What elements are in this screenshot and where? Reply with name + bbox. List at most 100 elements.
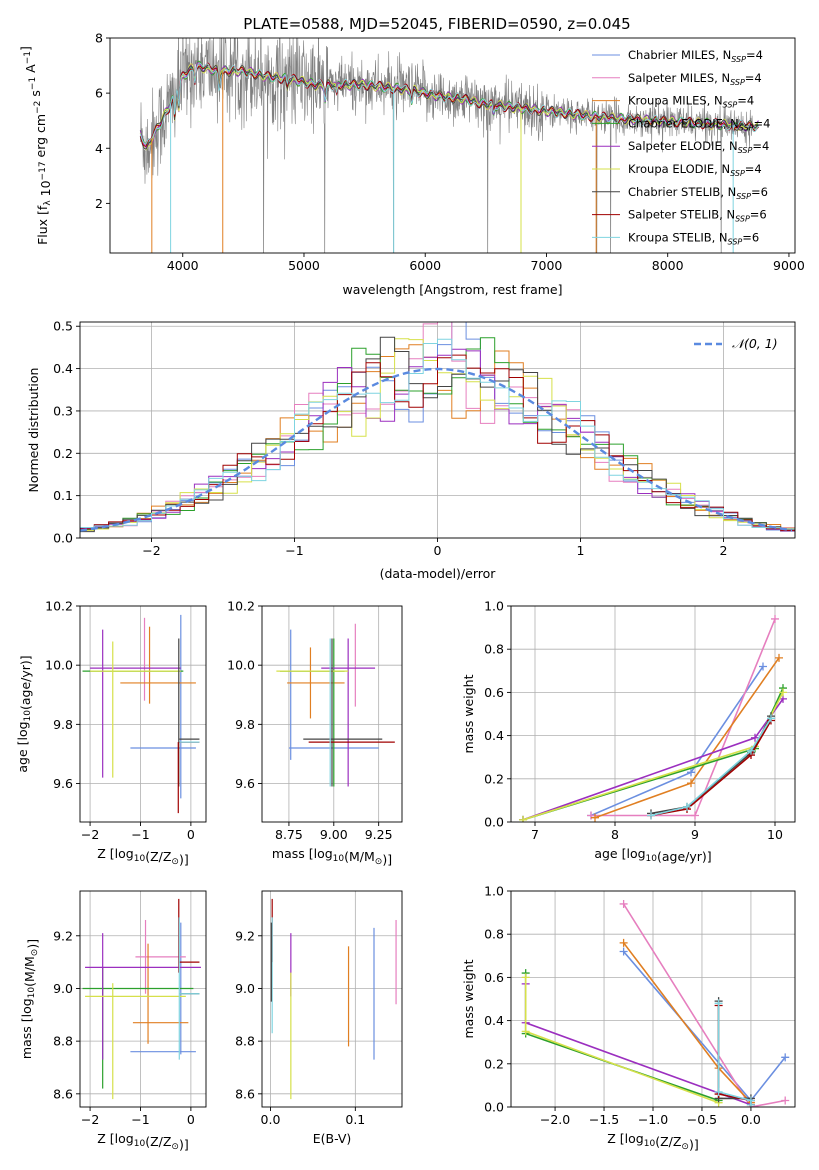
- y-tick-label: 0.3: [53, 403, 73, 418]
- residuals-panel: −2 −1 0 1 2 0.0 0.1 0.2 0.3 0.4 0.5 (data-model)/er…: [26, 319, 796, 581]
- y-tick-label: 0.4: [53, 361, 73, 376]
- x-tick-label: 9: [691, 827, 699, 842]
- weight-marker: [619, 899, 628, 908]
- legend-label: Kroupa STELIB, NSSP=6: [628, 230, 759, 246]
- y-tick-label: 0.1: [53, 488, 73, 503]
- x-tick-label: 0.0: [741, 1112, 761, 1127]
- x-tick-label: 7: [531, 827, 539, 842]
- y-tick-label: 10.0: [227, 658, 255, 673]
- axes-frame: 0.0 0.1 8.6 8.8 9.0 9.2 E(B-V): [235, 890, 403, 1146]
- spectrum-panel: 4000 5000 6000 7000 8000 9000 2 4 6 8 wavelength […: [18, 31, 805, 298]
- weight-marker: [591, 813, 599, 822]
- legend-label: Salpeter ELODIE, NSSP=4: [628, 139, 769, 155]
- weight-marker: [779, 688, 787, 697]
- legend-label: Salpeter STELIB, NSSP=6: [628, 208, 767, 224]
- x-tick-label: 9.00: [320, 827, 348, 842]
- weight-marker: [751, 733, 759, 742]
- x-tick-label: 5000: [288, 258, 320, 273]
- y-tick-label: 0.5: [53, 319, 73, 334]
- weight-line: [650, 717, 772, 817]
- y-tick-label: 9.0: [235, 981, 255, 996]
- y-tick-label: 0.6: [484, 685, 504, 700]
- weight-marker: [781, 1053, 790, 1062]
- x-tick-label: 2: [720, 543, 728, 558]
- y-axis-label: Flux [fλ 10−17 erg cm−2 s−1 A−1]: [18, 46, 53, 245]
- axes-border: [261, 605, 403, 823]
- x-tick-label: 0: [187, 1112, 195, 1127]
- y-tick-label: 9.8: [53, 717, 73, 732]
- plot-area: [82, 898, 201, 1100]
- y-tick-label: 9.2: [53, 928, 73, 943]
- axes-border: [109, 37, 796, 254]
- weight-marker: [519, 815, 527, 822]
- weight-marker: [775, 653, 783, 662]
- weight-line: [717, 1001, 752, 1105]
- y-tick-label: 8.8: [53, 1034, 73, 1049]
- y-axis-label: age [log10(age/yr)]: [15, 655, 33, 772]
- plot-area: [139, 38, 759, 253]
- weight-marker: [521, 973, 530, 982]
- x-tick-label: −2: [81, 1112, 99, 1127]
- weight-line: [650, 715, 772, 815]
- weight-marker: [746, 1100, 755, 1107]
- x-axis-label: wavelength [Angstrom, rest frame]: [342, 282, 562, 297]
- plot-area: [82, 614, 200, 814]
- axes-frame: −2.0 −1.5 −1.0 −0.5 0.0 0.0 0.2 0.4 0.6 0.8 1.0 Z […: [461, 884, 796, 1152]
- y-tick-label: 9.6: [235, 776, 255, 791]
- y-tick-label: 8.6: [53, 1086, 73, 1101]
- y-tick-label: 0.0: [484, 815, 504, 830]
- x-axis-label: Z [log10(Z/Z⊙)]: [97, 1131, 188, 1152]
- weight-line: [524, 977, 719, 1104]
- axes-frame: 4000 5000 6000 7000 8000 9000 2 4 6 8 wavelength […: [18, 31, 805, 298]
- histogram-step: [80, 354, 795, 531]
- x-tick-label: 10: [767, 827, 783, 842]
- weight-line: [650, 720, 772, 817]
- weight-marker: [521, 1027, 530, 1036]
- weight-marker: [771, 614, 779, 623]
- y-tick-label: 2: [95, 196, 103, 211]
- y-axis-label: mass weight: [461, 959, 476, 1038]
- y-tick-label: 1.0: [484, 599, 504, 614]
- axes-frame: −2 −1 0 9.6 9.8 10.0 10.2 Z [log10(Z/Z⊙)] age [l…: [15, 599, 207, 867]
- y-axis-label: mass weight: [461, 674, 476, 753]
- y-tick-label: 0.2: [53, 446, 73, 461]
- y-tick-label: 1.0: [484, 884, 504, 899]
- axes-border: [79, 890, 207, 1108]
- y-tick-label: 6: [95, 86, 103, 101]
- axes-frame: 8.75 9.00 9.25 9.6 9.8 10.0 10.2 mass [log10(M/…: [227, 599, 403, 867]
- figure-title: PLATE=0588, MJD=52045, FIBERID=0590, z=0…: [243, 15, 630, 33]
- axes-frame: −2 −1 0 8.6 8.8 9.0 9.2 Z [log10(Z/Z⊙)] mass [lo…: [19, 890, 207, 1152]
- axes-border: [79, 605, 207, 823]
- weight-line: [622, 903, 786, 1107]
- plot-area: [276, 623, 395, 787]
- x-axis-label: mass [log10(M/M⊙)]: [272, 846, 392, 867]
- x-tick-label: −1: [285, 543, 303, 558]
- weight-marker: [619, 947, 628, 956]
- weight-marker: [759, 662, 767, 671]
- y-tick-label: 0.6: [484, 970, 504, 985]
- weight-marker: [781, 1096, 790, 1105]
- weight-marker: [691, 811, 699, 820]
- x-tick-label: −1.5: [589, 1112, 619, 1127]
- y-axis-label: mass [log10(M/M⊙)]: [19, 939, 40, 1059]
- plot-area: [521, 899, 790, 1107]
- y-tick-label: 0.4: [484, 728, 504, 743]
- x-tick-label: 0.1: [345, 1112, 365, 1127]
- x-tick-label: 0.0: [261, 1112, 281, 1127]
- weight-marker: [714, 1087, 723, 1096]
- plot-area: [80, 322, 795, 533]
- legend-label: Chabrier STELIB, NSSP=6: [628, 185, 768, 201]
- y-tick-label: 10.2: [45, 599, 73, 614]
- weight-marker: [767, 714, 775, 723]
- y-tick-label: 9.2: [235, 928, 255, 943]
- model-spectrum-line: [139, 64, 759, 150]
- y-tick-label: 0.0: [484, 1100, 504, 1115]
- mass-vs-ebv-panel: 0.0 0.1 8.6 8.8 9.0 9.2 E(B-V): [235, 890, 403, 1146]
- y-tick-label: 0.4: [484, 1013, 504, 1028]
- axes-border: [510, 605, 796, 823]
- age-vs-z-panel: −2 −1 0 9.6 9.8 10.0 10.2 Z [log10(Z/Z⊙)] age [l…: [15, 599, 207, 867]
- y-axis-label: Normed distribution: [26, 368, 41, 493]
- age-vs-mass-panel: 8.75 9.00 9.25 9.6 9.8 10.0 10.2 mass [log10(M/…: [227, 599, 403, 867]
- weight-marker: [687, 768, 695, 777]
